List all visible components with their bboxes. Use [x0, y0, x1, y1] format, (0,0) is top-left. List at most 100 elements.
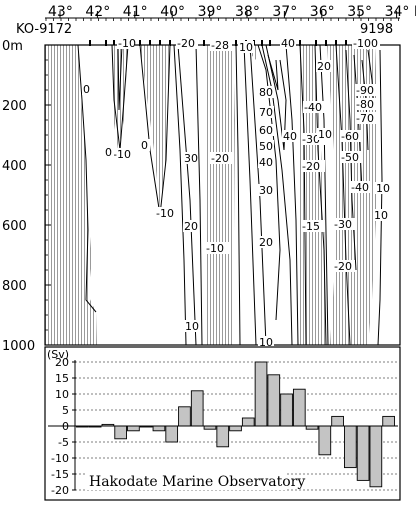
contour-line — [377, 49, 383, 346]
contour-label: 40 — [258, 156, 274, 169]
svg-text:10: 10 — [239, 41, 253, 54]
svg-text:-20: -20 — [177, 37, 195, 50]
contour-label: 40 — [282, 130, 298, 143]
depth-axis: 0m 200 400 600 800 1000 — [2, 39, 51, 354]
contour-line — [261, 44, 293, 346]
contour-line — [285, 44, 299, 346]
svg-text:-100: -100 — [353, 37, 378, 50]
shaded-region-north — [45, 45, 97, 345]
station-labels: KO-9172 9198 — [16, 22, 393, 37]
contour-labels: 0 -10 -10 0 0 -20 30 -20 20 -10 -10 -28 … — [82, 37, 391, 349]
contour-lines — [77, 44, 383, 346]
y-tick-label: -15 — [51, 468, 69, 481]
bar — [280, 393, 293, 427]
contour-label: 30 — [183, 152, 198, 165]
bar — [216, 425, 230, 448]
station-end-label: 9198 — [360, 22, 393, 37]
contour-label: -20 — [210, 152, 232, 165]
contour-line — [243, 44, 257, 346]
contour-label: 0 — [104, 146, 114, 159]
contour-line — [173, 44, 187, 346]
contour-line — [257, 44, 281, 321]
bar-series — [76, 361, 395, 488]
bar — [382, 415, 395, 427]
contour-label: -10 — [155, 207, 179, 220]
depth-tick-label: 800 — [2, 279, 27, 294]
contour-label: -30 — [333, 218, 355, 231]
svg-text:60: 60 — [259, 124, 273, 137]
contour-line — [249, 44, 267, 346]
lat-tick-label: 39° — [198, 4, 223, 20]
svg-text:-30: -30 — [334, 218, 352, 231]
contour-label: -90 — [355, 84, 377, 97]
bar — [190, 390, 204, 427]
contour-label: 60 — [258, 124, 274, 137]
svg-text:-80: -80 — [356, 98, 374, 111]
svg-text:-10: -10 — [118, 37, 136, 50]
lat-tick-label: 40° — [160, 4, 185, 20]
lat-tick-label: 35° — [347, 4, 372, 20]
svg-text:10: 10 — [376, 182, 390, 195]
contour-label: 40 — [280, 37, 296, 50]
contour-label: -60 — [340, 130, 362, 143]
bar — [178, 406, 191, 427]
bar — [152, 425, 166, 432]
svg-text:-20: -20 — [211, 152, 229, 165]
y-tick-label: -10 — [51, 452, 69, 465]
depth-tick-label: 600 — [2, 219, 27, 234]
lat-tick-label: 43° — [48, 4, 73, 20]
contour-label: 30 — [258, 184, 274, 197]
contour-label: -50 — [340, 151, 362, 164]
latitude-axis: 43° 42° 41° 40° 39° 38° 37° 36° 35° 34° N — [45, 4, 416, 21]
svg-text:-28: -28 — [211, 39, 229, 52]
svg-text:-20: -20 — [302, 160, 320, 173]
svg-text:40: 40 — [283, 130, 297, 143]
contour-label: 10 — [258, 336, 274, 349]
contour-line — [314, 44, 327, 346]
depth-tick-label: 0m — [2, 39, 23, 54]
depth-tick-label: 1000 — [2, 339, 35, 354]
observatory-label: Hakodate Marine Observatory — [89, 474, 305, 490]
contour-label: 20 — [258, 236, 274, 249]
svg-text:0: 0 — [141, 139, 148, 152]
annotation-box: Hakodate Marine Observatory — [86, 472, 305, 490]
y-tick-label: -20 — [51, 484, 69, 497]
contour-label: 80 — [258, 86, 274, 99]
svg-text:20: 20 — [317, 60, 331, 73]
contour-line — [177, 44, 197, 346]
station-start-label: KO-9172 — [16, 22, 72, 37]
y-tick-label: -5 — [58, 436, 69, 449]
bar — [318, 425, 332, 456]
contour-line — [299, 44, 307, 346]
contour-line — [267, 54, 279, 91]
svg-text:50: 50 — [259, 140, 273, 153]
contour-label: -20 — [301, 160, 325, 173]
lat-tick-label: 37° — [272, 4, 297, 20]
y-tick-label: 10 — [55, 388, 69, 401]
lat-tick-label: 34° N — [385, 4, 416, 20]
svg-text:10: 10 — [259, 336, 273, 349]
bar — [241, 417, 255, 427]
shaded-region-36 — [300, 45, 326, 345]
contour-line — [195, 44, 203, 346]
svg-text:-10: -10 — [156, 207, 174, 220]
bar — [254, 361, 268, 427]
svg-text:30: 30 — [259, 184, 273, 197]
chart-frame — [44, 346, 401, 501]
svg-text:40: 40 — [281, 37, 295, 50]
bar — [114, 425, 127, 440]
unit-label: (Sv) — [47, 348, 69, 361]
svg-text:10: 10 — [318, 128, 332, 141]
contour-label: 10 — [375, 182, 391, 195]
svg-text:-60: -60 — [341, 130, 359, 143]
bar — [356, 425, 370, 481]
contour-label: -20 — [176, 37, 198, 50]
contour-label: 20 — [316, 60, 332, 73]
contour-label: -28 — [210, 39, 232, 52]
svg-text:20: 20 — [259, 236, 273, 249]
contour-label: 20 — [183, 220, 198, 233]
contour-label: 10 — [184, 320, 200, 333]
contour-label: -10 — [117, 37, 136, 50]
bar — [331, 415, 344, 427]
contour-label: -15 — [301, 220, 325, 233]
